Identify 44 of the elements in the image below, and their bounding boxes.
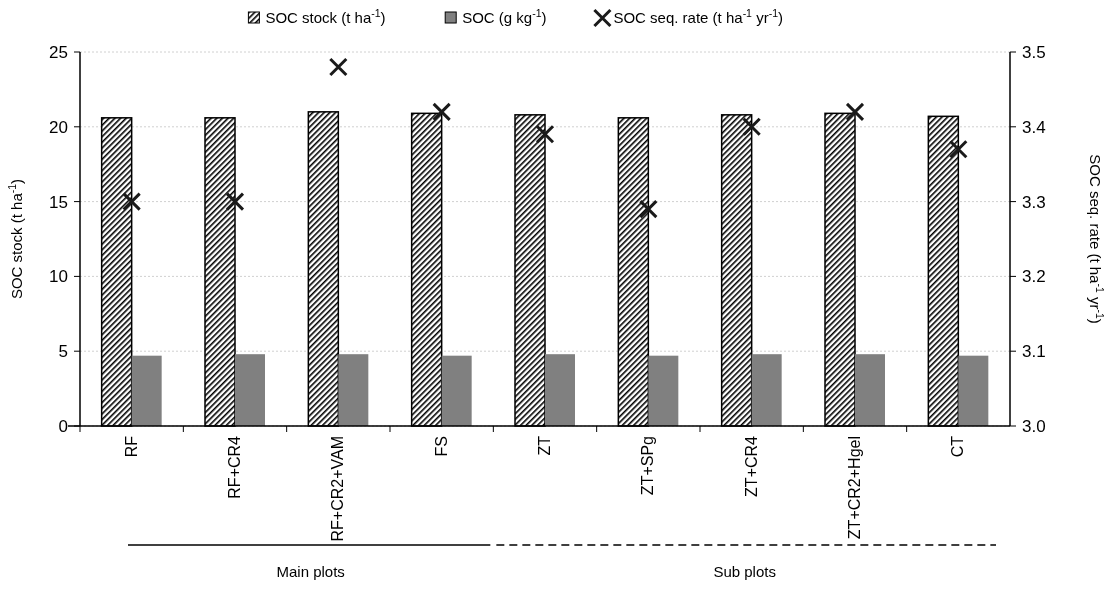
y-tick-label: 0 — [58, 416, 68, 436]
y-tick-label: 20 — [49, 117, 68, 137]
y-tick-label: 10 — [49, 267, 68, 287]
point — [845, 102, 865, 122]
bar — [338, 354, 369, 426]
y2-tick-label: 3.4 — [1022, 117, 1046, 137]
y2-tick-label: 3.2 — [1022, 267, 1046, 287]
x-tick-label: ZT+SPg — [639, 436, 657, 496]
bar — [441, 355, 472, 426]
x-tick-label: ZT+CR4 — [742, 435, 760, 497]
y-tick-label: 5 — [58, 342, 68, 362]
x-tick-label: RF+CR4 — [226, 435, 243, 499]
legend-label: SOC (g kg$^{-1}$) — [462, 7, 547, 26]
x-tick-label: ZT+CR2+Hgel — [846, 436, 863, 540]
y-tick-label: 15 — [49, 192, 68, 212]
text: Sub plots — [713, 563, 776, 580]
x-tick-label: FS — [432, 436, 450, 457]
y2-tick-label: 3.5 — [1022, 42, 1046, 62]
point — [328, 57, 348, 77]
legend-label: SOC stock (t ha$^{-1}$) — [265, 7, 386, 26]
bar — [958, 355, 989, 426]
point — [948, 139, 968, 159]
x-tick-label: ZT — [536, 435, 553, 456]
point — [225, 192, 245, 212]
bar — [751, 354, 782, 426]
bar — [545, 354, 575, 426]
x-tick-label: RF+CR2+VAM — [329, 436, 347, 542]
y2-tick-label: 3.3 — [1022, 192, 1046, 212]
y2-tick-label: 3.0 — [1022, 416, 1046, 436]
bar — [235, 354, 265, 426]
bar — [131, 355, 162, 426]
x-tick-label: CT — [949, 435, 967, 458]
bar — [855, 354, 885, 426]
y-tick-label: 25 — [49, 42, 68, 62]
legend-label: SOC seq. rate (t ha$^{-1}$ yr$^{-1}$) — [613, 7, 783, 26]
bar — [648, 355, 679, 426]
point — [638, 199, 658, 219]
point — [535, 124, 555, 144]
y2-tick-label: 3.1 — [1022, 342, 1046, 362]
point — [742, 117, 762, 137]
point — [122, 192, 142, 212]
x-tick-label: RF — [122, 435, 140, 458]
text: Main plots — [276, 563, 345, 580]
point — [432, 102, 452, 122]
